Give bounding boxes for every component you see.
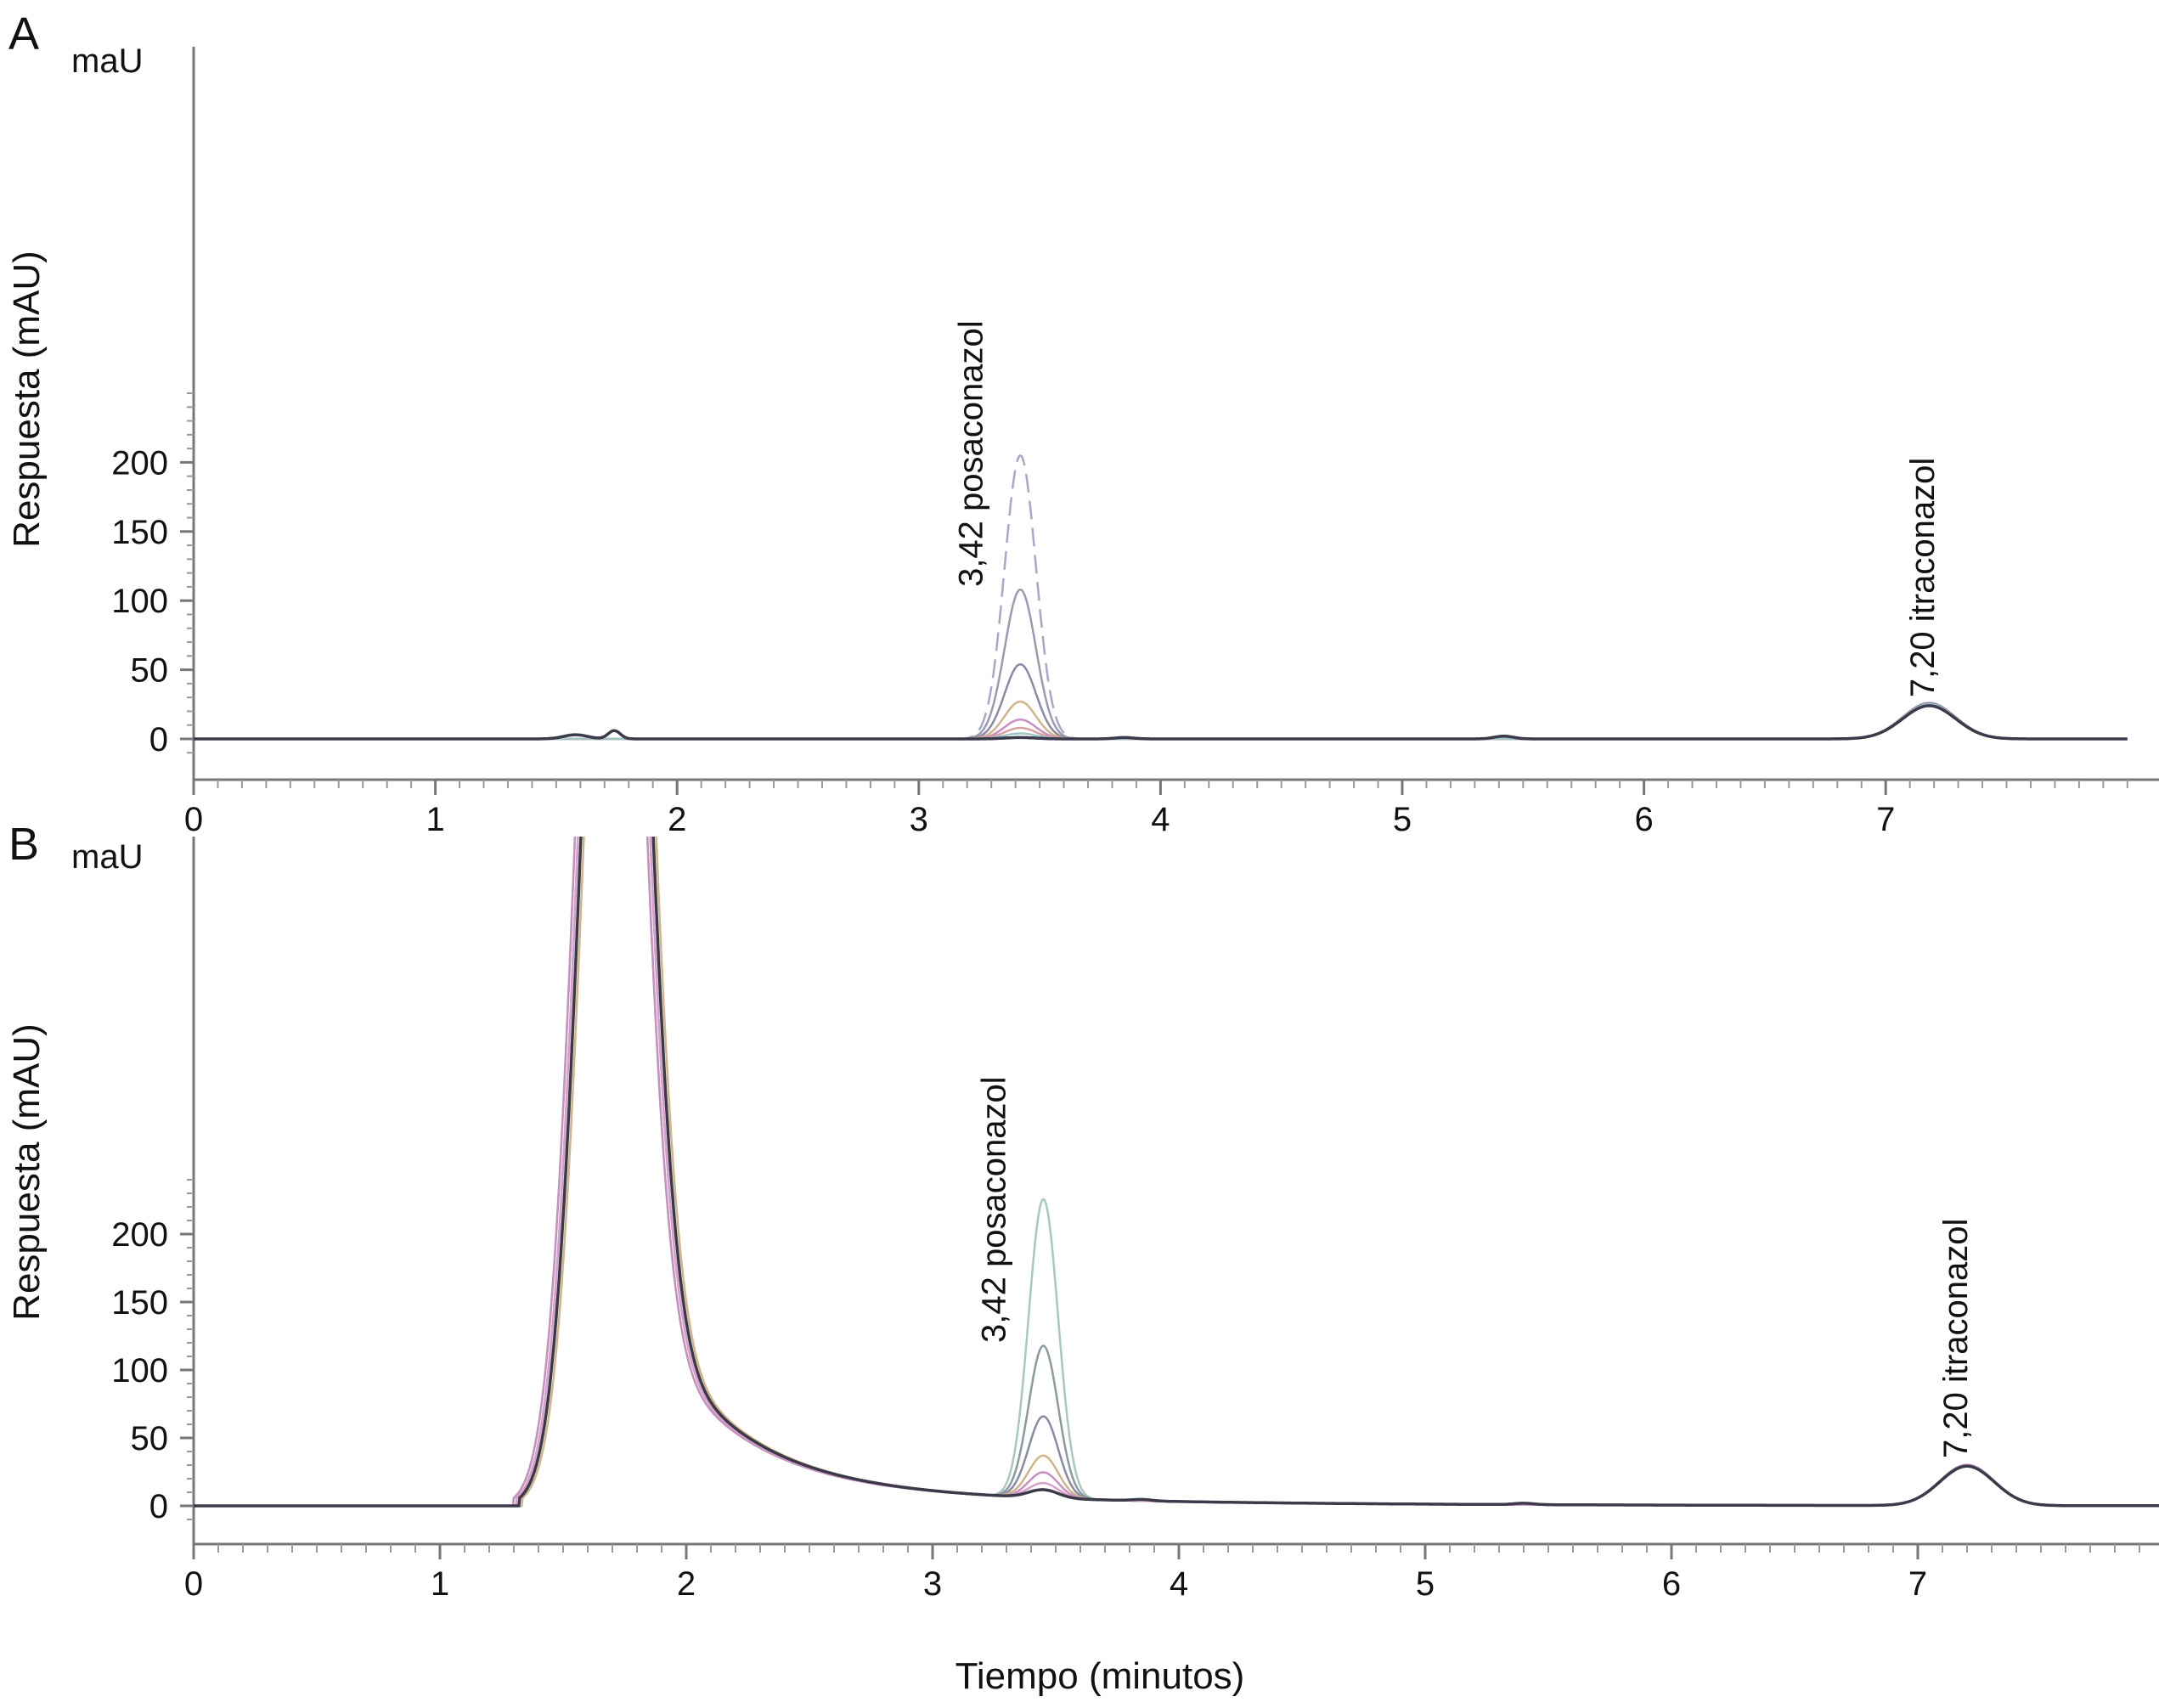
series-line	[194, 704, 2128, 741]
x-tick-label: 3	[923, 1565, 942, 1603]
traces	[194, 837, 2159, 1508]
y-axis-title: Respuesta (mAU)	[6, 251, 48, 548]
y-tick-label: 200	[111, 1216, 168, 1254]
peak-annotation: 7,20 itraconazol	[1937, 1219, 1975, 1458]
y-tick-label: 100	[111, 583, 168, 620]
series-line	[194, 837, 2159, 1508]
x-tick-label: 1	[431, 1565, 449, 1603]
series-line	[194, 837, 2159, 1508]
x-axis-title: Tiempo (minutos)	[955, 1655, 1245, 1697]
x-tick-label: 5	[1393, 801, 1412, 838]
series-line	[194, 704, 2128, 741]
y-tick-label: 100	[111, 1352, 168, 1390]
x-tick-label: 6	[1634, 801, 1653, 838]
series-line	[194, 454, 2128, 741]
peak-annotation: 7,20 itraconazol	[1904, 458, 1942, 697]
traces	[194, 454, 2128, 741]
series-line	[194, 700, 2128, 741]
y-tick-label: 200	[111, 444, 168, 482]
x-tick-label: 7	[1876, 801, 1895, 838]
x-tick-label: 1	[426, 801, 444, 838]
x-tick-label: 3	[910, 801, 928, 838]
peak-annotation: 3,42 posaconazol	[952, 320, 989, 587]
x-tick-label: 2	[668, 801, 686, 838]
y-tick-label: 50	[131, 1420, 169, 1457]
x-tick-label: 5	[1416, 1565, 1435, 1603]
series-line	[194, 703, 2128, 741]
x-tick-label: 0	[184, 1565, 203, 1603]
series-line	[194, 837, 2159, 1508]
series-line	[194, 837, 2159, 1508]
x-tick-label: 7	[1908, 1565, 1927, 1603]
peak-annotation: 3,42 posaconazol	[976, 1076, 1013, 1343]
x-tick-label: 2	[677, 1565, 696, 1603]
series-line	[194, 662, 2128, 741]
series-line	[194, 837, 2159, 1508]
x-tick-label: 4	[1170, 1565, 1188, 1603]
series-line	[194, 703, 2128, 741]
x-tick-label: 4	[1151, 801, 1170, 838]
y-tick-label: 50	[131, 652, 169, 690]
y-tick-label: 0	[149, 1488, 168, 1525]
y-tick-label: 150	[111, 1284, 168, 1322]
y-tick-label: 0	[149, 721, 168, 758]
y-unit-label: maU	[71, 838, 143, 876]
series-line	[194, 837, 2159, 1508]
y-axis-title: Respuesta (mAU)	[6, 1023, 48, 1321]
panel-label: A	[8, 8, 39, 59]
series-line	[194, 837, 2159, 1508]
panel-label: B	[8, 819, 39, 870]
x-tick-label: 0	[184, 801, 203, 838]
series-line	[194, 588, 2128, 741]
y-unit-label: maU	[71, 42, 143, 80]
y-tick-label: 150	[111, 514, 168, 551]
x-tick-label: 6	[1662, 1565, 1681, 1603]
